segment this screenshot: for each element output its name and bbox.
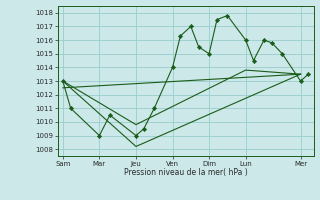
X-axis label: Pression niveau de la mer( hPa ): Pression niveau de la mer( hPa ) [124,168,247,177]
